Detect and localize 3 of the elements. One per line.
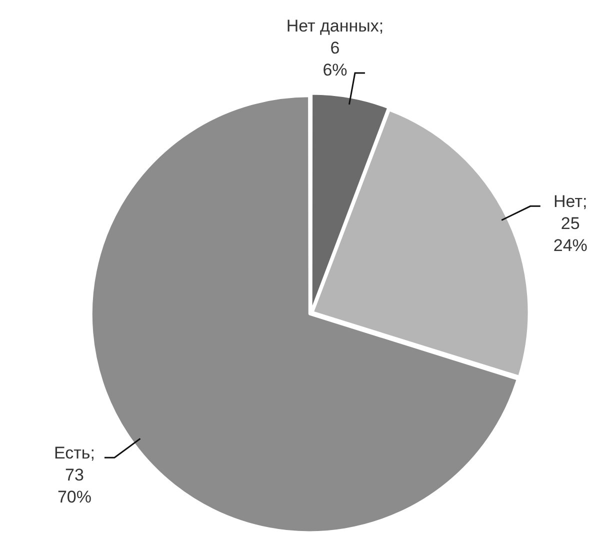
- slice-label: Есть; 73 70%: [54, 443, 95, 506]
- slice-label: Нет; 25 24%: [553, 192, 588, 255]
- slice-label: Нет данных; 6 6%: [286, 16, 384, 80]
